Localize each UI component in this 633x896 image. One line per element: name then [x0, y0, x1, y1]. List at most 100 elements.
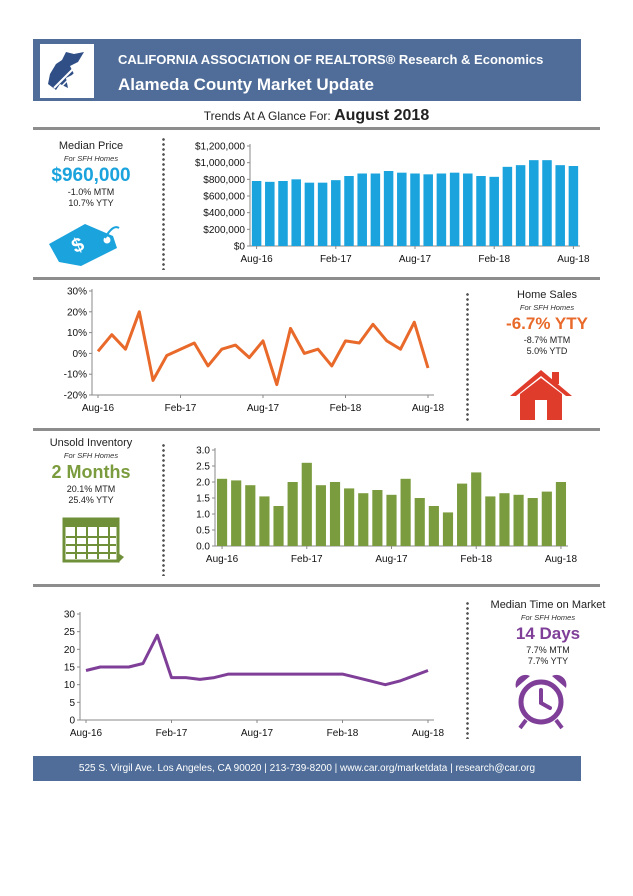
- bar: [245, 485, 256, 546]
- unsold-inventory-panel: Unsold Inventory For SFH Homes 2 Months …: [30, 437, 152, 506]
- series-line: [96, 310, 430, 387]
- bar: [291, 179, 301, 246]
- y-tick-label: 15: [64, 663, 76, 674]
- bar: [317, 182, 328, 246]
- bar: [442, 512, 454, 546]
- alarm-clock-icon: [515, 674, 567, 730]
- y-tick-label: 0: [69, 716, 75, 727]
- y-tick-label: 0.5: [196, 526, 210, 537]
- home-sales-ytd: 5.0% YTD: [526, 346, 568, 356]
- bar: [315, 485, 326, 546]
- dotted-separator: [466, 292, 469, 422]
- bar: [287, 482, 298, 546]
- bar: [278, 181, 288, 246]
- california-map-icon: [42, 46, 92, 96]
- unsold-inventory-subtitle: For SFH Homes: [63, 451, 119, 460]
- bar: [485, 496, 496, 546]
- bar: [428, 506, 439, 546]
- y-tick-label: 20%: [67, 307, 87, 318]
- y-tick-label: $1,200,000: [195, 142, 245, 153]
- car-logo: [40, 44, 94, 98]
- section-divider: [33, 584, 600, 587]
- y-tick-label: 0.0: [196, 542, 210, 553]
- bar: [231, 480, 242, 546]
- house-icon: [510, 370, 572, 420]
- y-tick-label: $200,000: [203, 225, 245, 236]
- bar: [344, 176, 354, 246]
- x-tick-label: Aug-18: [412, 728, 445, 739]
- bar: [471, 472, 482, 546]
- bar: [386, 494, 397, 546]
- trends-period: August 2018: [334, 107, 430, 124]
- x-tick-label: Aug-18: [557, 254, 590, 265]
- y-tick-label: $1,000,000: [195, 158, 245, 169]
- bar: [555, 165, 565, 246]
- x-tick-label: Aug-17: [399, 254, 432, 265]
- median-price-value: $960,000: [51, 165, 131, 186]
- home-sales-panel: Home Sales For SFH Homes -6.7% YTY -8.7%…: [478, 289, 616, 357]
- y-tick-label: 20: [64, 645, 76, 656]
- time-on-market-ytd: 7.7% YTY: [527, 656, 569, 666]
- unsold-inventory-title: Unsold Inventory: [49, 437, 133, 449]
- bar: [499, 493, 510, 546]
- median-price-subtitle: For SFH Homes: [63, 154, 119, 163]
- bar: [370, 173, 381, 246]
- y-tick-label: $600,000: [203, 192, 245, 203]
- bar: [357, 173, 367, 246]
- section-divider: [33, 277, 600, 280]
- bar: [304, 182, 315, 246]
- section-divider: [33, 428, 600, 431]
- home-sales-title: Home Sales: [517, 289, 577, 301]
- x-tick-label: Aug-16: [70, 728, 103, 739]
- x-tick-label: Aug-16: [240, 254, 273, 265]
- x-tick-label: Feb-18: [327, 728, 359, 739]
- x-tick-label: Feb-17: [291, 554, 323, 565]
- x-tick-label: Aug-17: [241, 728, 274, 739]
- y-tick-label: 2.0: [196, 478, 210, 489]
- bar: [383, 171, 394, 246]
- median-price-chart: $0 $200,000 $400,000 $600,000 $800,000 $1,000…: [195, 142, 590, 266]
- x-tick-label: Aug-16: [82, 403, 115, 414]
- dotted-separator: [162, 137, 165, 270]
- time-on-market-chart: 0 5 10 15 20 25 30 Aug-16 Feb-17 Aug-17 Feb-18 Aug-…: [64, 610, 445, 740]
- bar: [436, 173, 447, 246]
- x-tick-label: Feb-18: [330, 403, 362, 414]
- bar: [301, 462, 312, 546]
- bar: [273, 506, 284, 546]
- x-tick-label: Aug-18: [545, 554, 578, 565]
- home-sales-subtitle: For SFH Homes: [519, 303, 575, 312]
- bar: [476, 176, 486, 246]
- price-tag-icon: $: [49, 224, 120, 266]
- x-tick-label: Aug-18: [412, 403, 445, 414]
- bar: [541, 491, 552, 546]
- bar: [457, 483, 468, 546]
- bar: [344, 488, 355, 546]
- median-price-panel: Median Price For SFH Homes $960,000 -1.0…: [30, 140, 152, 209]
- y-tick-label: 1.5: [196, 494, 210, 505]
- y-tick-label: 30: [64, 610, 76, 621]
- home-sales-mtm: -8.7% MTM: [523, 335, 571, 345]
- series-line: [85, 633, 429, 687]
- y-tick-label: 30%: [67, 287, 87, 298]
- bar: [259, 496, 270, 546]
- bar: [216, 478, 228, 546]
- time-on-market-subtitle: For SFH Homes: [520, 613, 576, 622]
- unsold-inventory-ytd: 25.4% YTY: [68, 495, 114, 505]
- x-tick-label: Feb-18: [478, 254, 510, 265]
- y-tick-label: 5: [69, 698, 75, 709]
- x-tick-label: Aug-16: [206, 554, 239, 565]
- median-price-ytd: 10.7% YTY: [68, 198, 114, 208]
- bar: [449, 172, 460, 246]
- bar: [358, 493, 369, 546]
- y-tick-label: 10%: [67, 328, 87, 339]
- y-tick-label: 25: [64, 627, 76, 638]
- time-on-market-value: 14 Days: [515, 624, 581, 643]
- bar: [410, 173, 420, 246]
- header-banner: [33, 39, 581, 101]
- report-title: Alameda County Market Update: [118, 75, 374, 94]
- bar: [400, 478, 411, 546]
- x-tick-label: Aug-17: [375, 554, 408, 565]
- bar: [397, 172, 407, 246]
- median-price-mtm: -1.0% MTM: [67, 187, 115, 197]
- bar: [463, 173, 473, 246]
